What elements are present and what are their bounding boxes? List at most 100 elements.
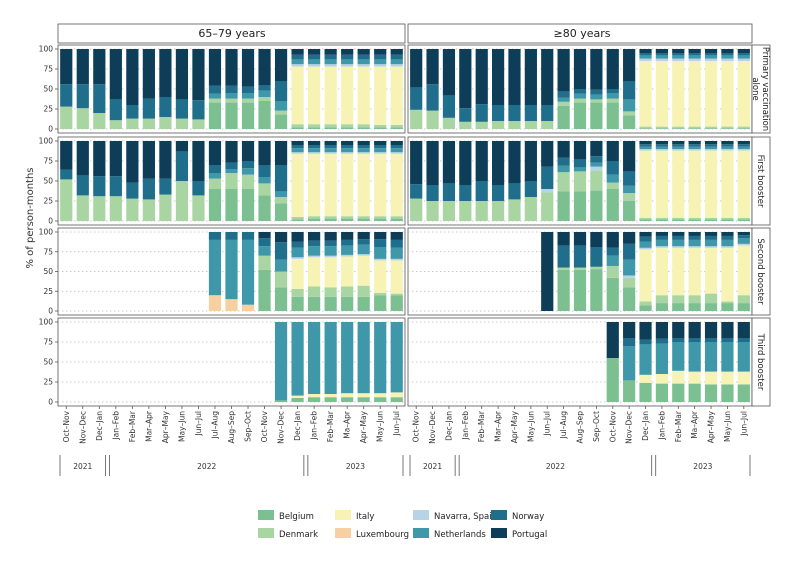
bar-segment-portugal <box>442 49 456 96</box>
y-tick-label: 50 <box>43 358 53 367</box>
bar-segment-denmark <box>175 181 189 221</box>
bar-segment-belgium <box>357 397 370 402</box>
bar-segment-denmark <box>721 126 734 129</box>
bar-segment-navarra-spain <box>341 152 354 154</box>
bar-segment-denmark <box>390 293 403 296</box>
x-tick-label: Jul–Aug <box>559 411 568 440</box>
bar-segment-italy <box>688 150 701 218</box>
row-strip-3 <box>751 317 771 407</box>
x-tick-label: Apr–May <box>161 410 170 443</box>
bar-segment-navarra-spain <box>672 149 685 151</box>
bar-segment-portugal <box>623 232 636 244</box>
bar-segment-denmark <box>324 216 337 219</box>
bar-segment-norway <box>590 89 603 95</box>
bar-segment-denmark <box>208 178 222 189</box>
bar-segment-belgium <box>688 128 701 129</box>
bar-segment-denmark <box>704 126 718 129</box>
bar-segment-denmark <box>442 117 456 129</box>
bar-segment-navarra-spain <box>688 246 701 248</box>
bar-segment-denmark <box>655 295 669 304</box>
bar-segment-italy <box>357 393 370 398</box>
bar-segment-italy <box>324 153 337 217</box>
bar-segment-portugal <box>737 49 750 53</box>
legend-label-norway: Norway <box>512 512 544 522</box>
bar-segment-portugal <box>258 232 271 239</box>
bar-segment-denmark <box>109 196 122 221</box>
bar-segment-denmark <box>60 106 73 129</box>
bar-segment-portugal <box>374 49 387 55</box>
bar-segment-norway <box>721 144 734 147</box>
bar-segment-norway <box>324 145 337 149</box>
y-tick-label: 0 <box>48 125 53 134</box>
bar-segment-netherlands <box>573 167 587 172</box>
bar-segment-norway <box>524 105 537 121</box>
bar-segment-denmark <box>573 171 587 192</box>
bar-segment-netherlands <box>274 259 288 272</box>
bar-segment-belgium <box>672 383 685 402</box>
bar-segment-belgium <box>639 305 652 311</box>
bar-segment-netherlands <box>274 322 288 401</box>
x-tick-label: May–Jun <box>376 411 385 442</box>
bar-segment-portugal <box>737 322 750 338</box>
bar-segment-denmark <box>508 199 521 221</box>
bar-segment-portugal <box>606 49 619 89</box>
bar-segment-portugal <box>374 232 387 240</box>
bar-segment-italy <box>308 153 321 217</box>
bar-segment-netherlands <box>341 59 354 65</box>
bar-segment-portugal <box>491 49 505 105</box>
bar-segment-italy <box>324 394 337 398</box>
bar-segment-denmark <box>623 277 636 288</box>
bar-segment-navarra-spain <box>374 64 387 67</box>
bar-segment-denmark <box>508 121 521 129</box>
x-tick-label: Oct–Nov <box>62 410 71 442</box>
bar-segment-norway <box>688 338 701 342</box>
bar-segment-netherlands <box>737 146 750 149</box>
row-strip-1 <box>751 136 771 226</box>
x-tick-label: Jan–Feb <box>310 411 319 441</box>
y-tick-label: 25 <box>43 287 53 296</box>
bar-segment-portugal <box>93 141 106 177</box>
bar-segment-denmark <box>258 97 271 101</box>
bar-segment-portugal <box>541 141 554 167</box>
bar-segment-portugal <box>274 49 288 81</box>
bar-segment-belgium <box>324 127 337 129</box>
bar-segment-netherlands <box>721 342 734 372</box>
legend-swatch-navarra-spain <box>413 510 429 520</box>
y-tick-label: 25 <box>43 378 53 387</box>
bar-segment-portugal <box>557 49 570 92</box>
bar-segment-norway <box>60 169 73 180</box>
bar-segment-denmark <box>374 292 387 296</box>
bar-segment-navarra-spain <box>688 149 701 151</box>
bar-segment-norway <box>374 145 387 149</box>
bar-segment-netherlands <box>390 247 403 259</box>
bar-segment-italy <box>655 247 669 296</box>
bar-segment-netherlands <box>357 148 370 153</box>
bar-segment-portugal <box>192 49 205 101</box>
x-tick-label: May–Jun <box>177 411 186 442</box>
bar-segment-netherlands <box>672 342 685 371</box>
bar-segment-denmark <box>208 98 222 103</box>
bar-segment-netherlands <box>324 322 337 394</box>
bar-segment-portugal <box>737 232 750 236</box>
bar-segment-norway <box>442 183 456 201</box>
x-tick-label: Nov–Dec <box>277 411 286 444</box>
row-strip-label-group: Third booster <box>755 333 765 391</box>
bar-segment-belgium <box>623 380 636 402</box>
bar-segment-denmark <box>573 267 587 270</box>
bar-segment-denmark <box>341 216 354 219</box>
bar-segment-portugal <box>192 141 205 181</box>
bar-segment-norway <box>208 165 222 173</box>
bar-segment-portugal <box>274 141 288 165</box>
bar-segment-portugal <box>557 232 570 246</box>
bar-segment-italy <box>688 61 701 127</box>
bar-segment-netherlands <box>258 177 271 184</box>
x-tick-label: Apr–May <box>359 410 368 443</box>
bar-segment-portugal <box>655 49 669 53</box>
bar-segment-italy <box>291 395 304 398</box>
bar-segment-norway <box>390 239 403 248</box>
bar-segment-navarra-spain <box>324 152 337 154</box>
bar-segment-belgium <box>737 128 750 129</box>
bar-segment-norway <box>737 53 750 56</box>
bar-segment-norway <box>241 232 255 240</box>
bar-segment-italy <box>341 256 354 287</box>
